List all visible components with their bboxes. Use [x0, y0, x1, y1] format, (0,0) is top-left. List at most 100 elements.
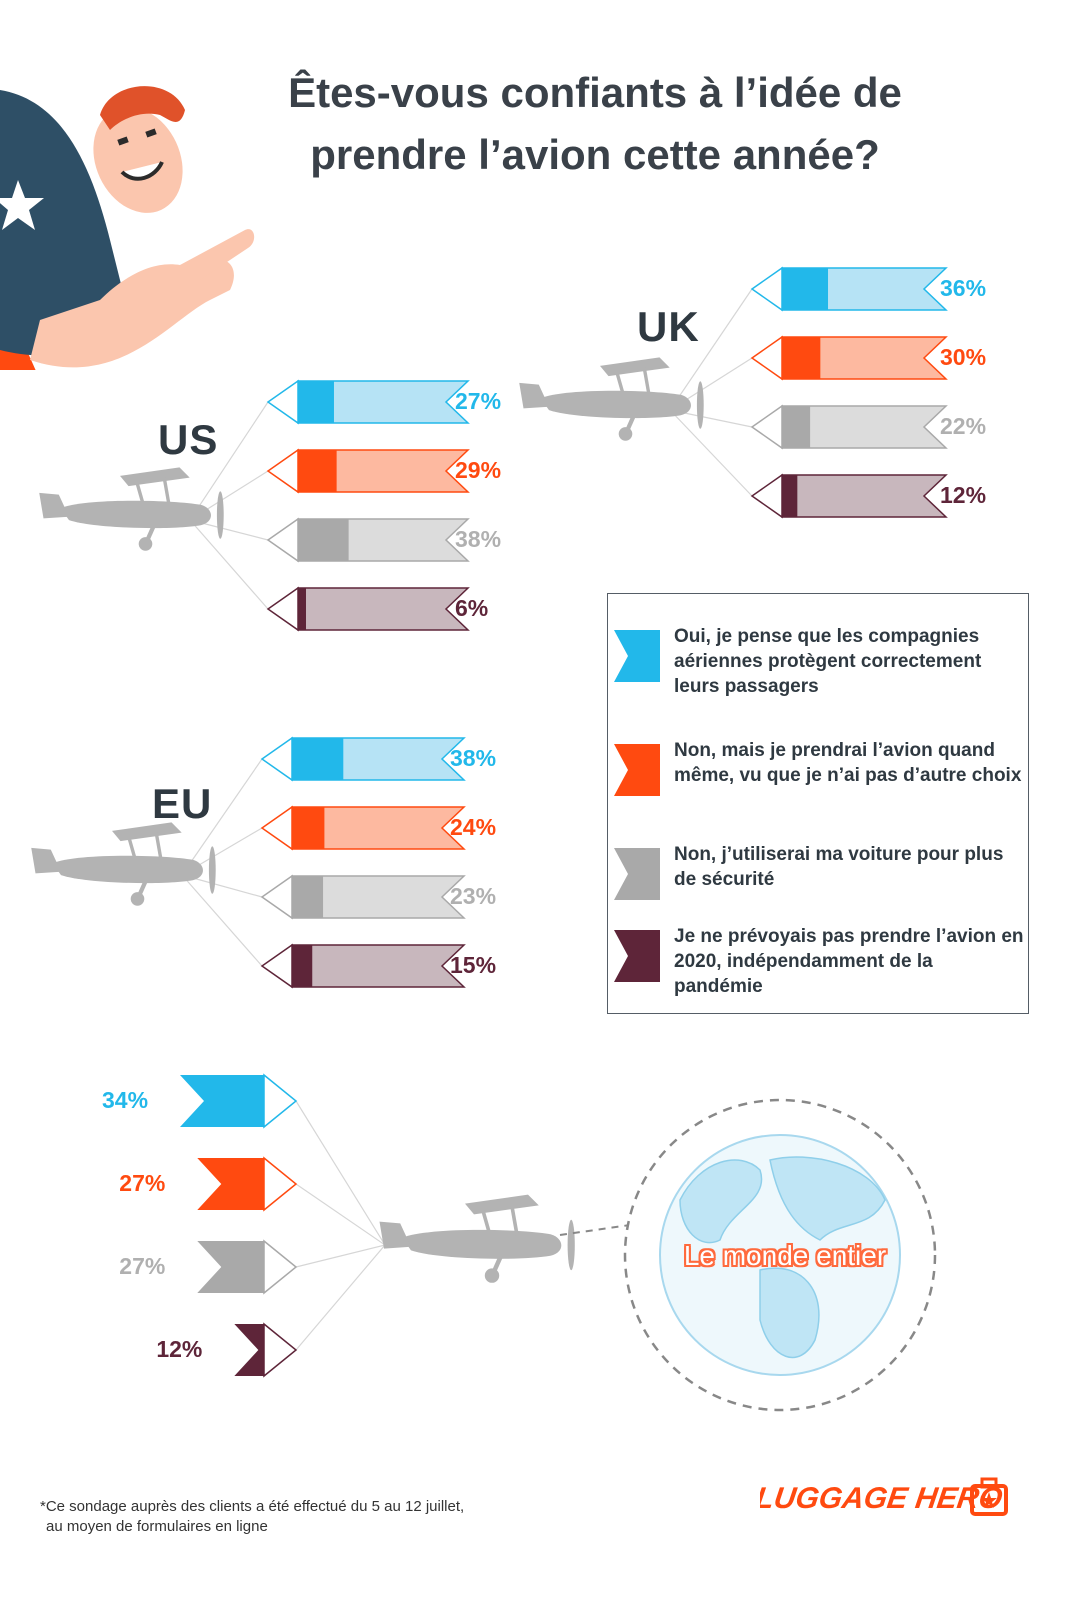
- title-line-1: Êtes-vous confiants à l’idée de: [288, 69, 902, 116]
- shirt-star-icon: [0, 180, 44, 230]
- plane-us-icon: [39, 467, 224, 551]
- connector-line: [295, 1244, 386, 1268]
- bar-arrow-tip: [750, 266, 783, 312]
- plane-upper-wing: [112, 822, 182, 842]
- luggage-hero-logo: LUGGAGE HERO: [760, 1477, 1008, 1516]
- data-label-world-forced: 27%: [119, 1170, 166, 1196]
- legend-text-yes: Oui, je pense que les compagnies aérienn…: [674, 626, 982, 697]
- bar-eu-car: [260, 874, 466, 920]
- bar-fill: [298, 519, 349, 561]
- bar-fill: [782, 268, 829, 310]
- bar-fill: [197, 1241, 264, 1293]
- hero-character-illustration: [0, 86, 255, 370]
- data-label-uk-yes: 36%: [940, 275, 987, 301]
- data-label-eu-yes: 38%: [450, 745, 497, 771]
- legend-text-forced: Non, mais je prendrai l’avion quand même…: [674, 740, 1022, 786]
- bar-fill: [234, 1324, 264, 1376]
- connector-line: [295, 1244, 386, 1351]
- data-label-uk-forced: 30%: [940, 344, 987, 370]
- character-head: [93, 107, 183, 213]
- connector-line: [181, 874, 263, 967]
- legend-swatch-car: [614, 848, 660, 900]
- bar-fill: [298, 450, 337, 492]
- connector-line: [189, 519, 269, 610]
- connector-line: [295, 1183, 386, 1246]
- continent-americas: [679, 1159, 763, 1244]
- connector-line: [295, 1100, 386, 1246]
- character-arm: [30, 259, 234, 368]
- plane-upper-wing: [600, 357, 670, 377]
- footnote-line-1: *Ce sondage auprès des clients a été eff…: [40, 1498, 465, 1515]
- data-label-world-car: 27%: [119, 1253, 166, 1279]
- bar-world-notplanned: [234, 1322, 298, 1378]
- legend-item-notplanned: Je ne prévoyais pas prendre l’avion en 2…: [614, 924, 1024, 997]
- bar-body: [781, 474, 948, 518]
- legend-text-notplanned: Je ne prévoyais pas prendre l’avion en 2…: [674, 926, 1024, 997]
- bar-arrow-tip: [266, 379, 299, 425]
- bar-uk-yes: [750, 266, 948, 312]
- region-label-us: US: [158, 416, 219, 463]
- data-label-eu-notplanned: 15%: [450, 952, 497, 978]
- plane-fuselage: [60, 500, 211, 529]
- data-label-us-car: 38%: [455, 526, 502, 552]
- plane-upper-wing: [465, 1194, 539, 1215]
- data-label-us-forced: 29%: [455, 457, 502, 483]
- bar-body: [291, 944, 466, 988]
- plane-propeller: [208, 846, 216, 894]
- bar-uk-notplanned: [750, 473, 948, 519]
- plane-wheel: [618, 427, 633, 441]
- bar-fill: [298, 381, 334, 423]
- plane-wheel: [130, 892, 145, 906]
- dashed-trail: [559, 1224, 631, 1236]
- bar-arrow-tip: [263, 1156, 298, 1212]
- legend-text-car: Non, j’utiliserai ma voiture pour plus d…: [674, 844, 1004, 890]
- connector-line: [669, 288, 753, 411]
- plane-tail: [519, 382, 549, 409]
- legend-swatch-forced: [614, 744, 660, 796]
- bar-world-forced: [197, 1156, 298, 1212]
- bar-arrow-tip: [260, 943, 293, 989]
- bar-fill: [197, 1158, 264, 1210]
- plane-uk-icon: [519, 357, 704, 441]
- bar-arrow-tip: [750, 473, 783, 519]
- plane-fuselage: [540, 390, 691, 419]
- connector-line: [181, 758, 263, 876]
- bar-arrow-tip: [750, 404, 783, 450]
- plane-propeller: [567, 1219, 575, 1271]
- plane-tail: [31, 847, 61, 874]
- character-hair: [100, 86, 185, 130]
- plane-fuselage: [52, 855, 203, 884]
- data-label-us-yes: 27%: [455, 388, 502, 414]
- character-shirt: [0, 90, 130, 356]
- bar-arrow-tip: [266, 586, 299, 632]
- bar-fill: [782, 337, 821, 379]
- bar-fill: [292, 807, 325, 849]
- bar-fill: [298, 588, 306, 630]
- bar-fill: [180, 1075, 264, 1127]
- region-label-uk: UK: [637, 303, 700, 350]
- data-label-eu-forced: 24%: [450, 814, 497, 840]
- data-label-us-notplanned: 6%: [455, 595, 489, 621]
- bar-fill: [782, 475, 798, 517]
- legend-item-car: Non, j’utiliserai ma voiture pour plus d…: [614, 842, 1024, 906]
- bar-uk-forced: [750, 335, 948, 381]
- page-title: Êtes-vous confiants à l’idée de prendre …: [200, 62, 990, 186]
- plane-propeller: [696, 381, 704, 429]
- plane-wheel: [138, 537, 153, 551]
- title-line-2: prendre l’avion cette année?: [310, 131, 880, 178]
- legend: Oui, je pense que les compagnies aérienn…: [607, 593, 1029, 1014]
- footnote-line-2: au moyen de formulaires en ligne: [46, 1518, 268, 1535]
- bar-fill: [292, 738, 344, 780]
- legend-swatch-notplanned: [614, 930, 660, 982]
- bar-body: [297, 587, 470, 631]
- bar-us-car: [266, 517, 470, 563]
- bar-arrow-tip: [260, 874, 293, 920]
- plane-upper-wing: [120, 467, 190, 487]
- legend-item-yes: Oui, je pense que les compagnies aérienn…: [614, 624, 1024, 697]
- data-label-world-yes: 34%: [102, 1087, 149, 1113]
- bar-arrow-tip: [263, 1073, 298, 1129]
- plane-propeller: [216, 491, 224, 539]
- bar-arrow-tip: [260, 736, 293, 782]
- bar-eu-notplanned: [260, 943, 466, 989]
